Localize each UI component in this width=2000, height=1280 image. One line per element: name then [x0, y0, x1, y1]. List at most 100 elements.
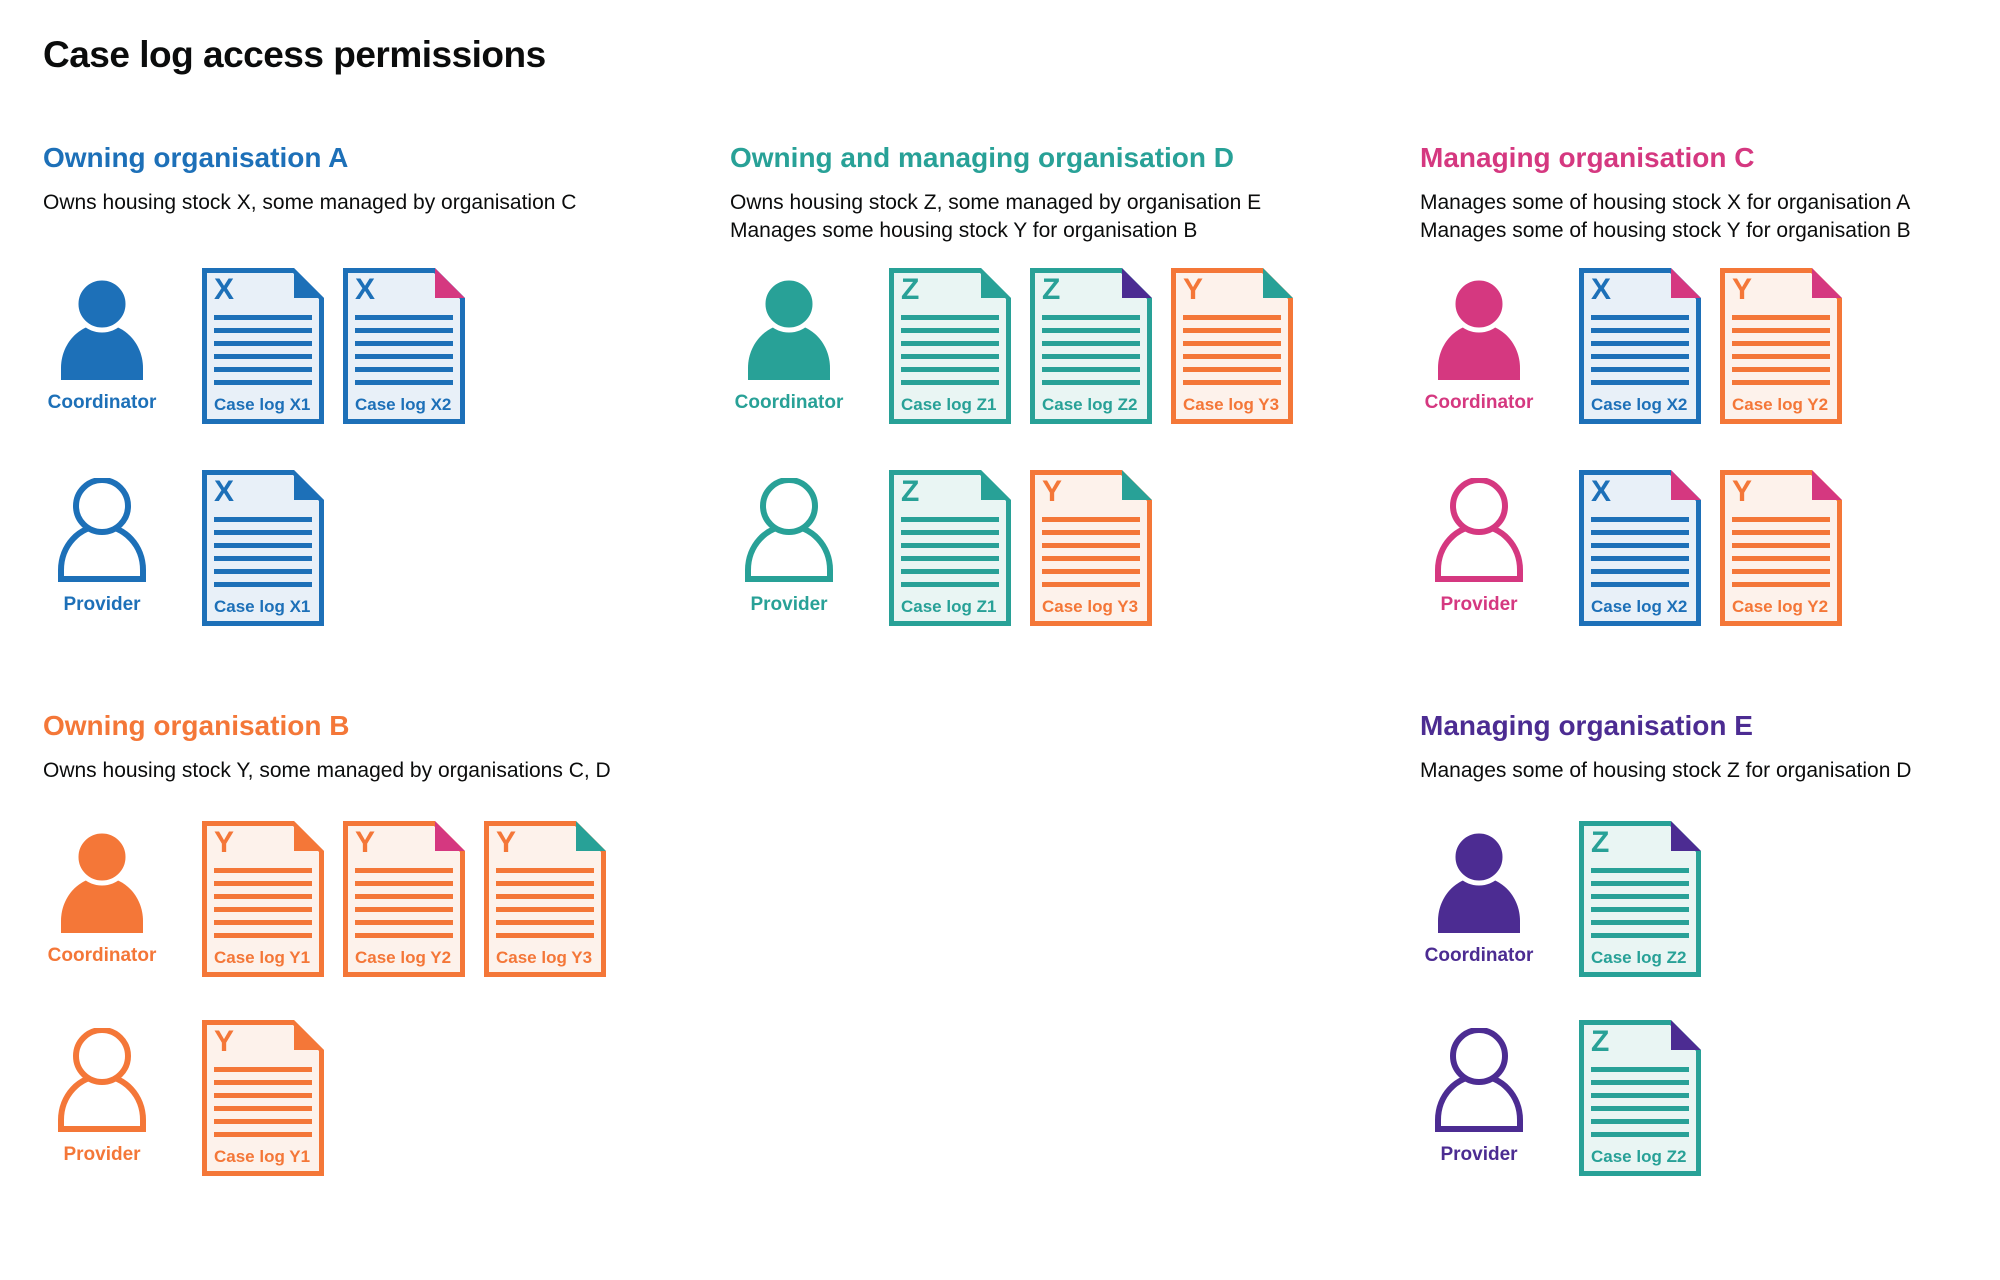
folded-corner-icon	[1671, 268, 1701, 298]
case-log-label: Case log Y1	[214, 948, 311, 967]
case-log-label: Case log X1	[214, 597, 311, 616]
case-log-document: Z Case log Z1	[889, 268, 1011, 424]
case-log-document: Y Case log Y1	[202, 1020, 324, 1176]
case-log-label: Case log Y3	[496, 948, 593, 967]
case-log-docs: Z Case log Z2	[1579, 821, 1701, 977]
role-label: Provider	[1440, 594, 1518, 615]
stock-letter: Y	[214, 1025, 235, 1058]
coordinator-row: Coordinator Y Case log Y1 Y Case log Y2	[43, 821, 663, 1031]
person-filled-icon	[1434, 829, 1524, 933]
case-log-document: Z Case log Z1	[889, 470, 1011, 626]
stock-letter: Y	[214, 826, 235, 859]
section-description: Manages some of housing stock X for orga…	[1420, 191, 1911, 242]
case-log-document: Y Case log Y3	[484, 821, 606, 977]
folded-corner-icon	[1122, 470, 1152, 500]
document-text-lines	[1042, 315, 1140, 393]
section-description: Manages some of housing stock Z for orga…	[1420, 759, 1912, 782]
provider-row: Provider Y Case log Y1	[43, 1020, 663, 1230]
folded-corner-icon	[294, 268, 324, 298]
document-text-lines	[214, 1067, 312, 1145]
case-log-label: Case log Z2	[1591, 1147, 1687, 1166]
document-text-lines	[214, 517, 312, 595]
provider-row: Provider Z Case log Z2	[1420, 1020, 2000, 1230]
provider-figure: Provider	[43, 1028, 161, 1166]
document-text-lines	[496, 868, 594, 946]
stock-letter: Z	[901, 475, 920, 508]
case-log-document: Y Case log Y3	[1030, 470, 1152, 626]
role-label: Coordinator	[47, 392, 157, 413]
case-log-label: Case log Y2	[1732, 597, 1829, 616]
case-log-document: Z Case log Z2	[1579, 1020, 1701, 1176]
case-log-document: Y Case log Y3	[1171, 268, 1293, 424]
case-log-document: Z Case log Z2	[1579, 821, 1701, 977]
provider-row: Provider X Case log X2 Y Case log Y2	[1420, 470, 2000, 680]
case-log-label: Case log Z2	[1591, 948, 1687, 967]
stock-letter: Z	[1591, 826, 1610, 859]
section-title: Owning organisation B	[43, 710, 350, 741]
coordinator-row: Coordinator Z Case log Z2	[1420, 821, 2000, 1031]
document-text-lines	[355, 315, 453, 393]
coordinator-figure: Coordinator	[730, 276, 848, 414]
person-outline-icon	[1434, 478, 1524, 582]
section-managing-organisation-c: Managing organisation C Manages some of …	[1420, 142, 2000, 245]
coordinator-figure: Coordinator	[43, 829, 161, 967]
person-outline-icon	[1434, 1028, 1524, 1132]
document-text-lines	[1042, 517, 1140, 595]
stock-letter: Z	[1591, 1025, 1610, 1058]
person-outline-icon	[57, 1028, 147, 1132]
document-text-lines	[1591, 868, 1689, 946]
case-log-document: Y Case log Y1	[202, 821, 324, 977]
person-filled-icon	[57, 829, 147, 933]
case-log-label: Case log Z2	[1042, 395, 1138, 414]
section-title: Managing organisation C	[1420, 142, 1755, 173]
person-outline-icon	[744, 478, 834, 582]
case-log-docs: Y Case log Y1	[202, 1020, 324, 1176]
stock-letter: X	[355, 273, 376, 306]
stock-letter: X	[214, 475, 235, 508]
stock-letter: Y	[496, 826, 517, 859]
folded-corner-icon	[1812, 470, 1842, 500]
case-log-docs: Z Case log Z1 Z Case log Z2 Y Case lo	[889, 268, 1293, 424]
case-log-document: X Case log X2	[1579, 470, 1701, 626]
stock-letter: Y	[1732, 475, 1753, 508]
folded-corner-icon	[435, 821, 465, 851]
case-log-label: Case log Y2	[1732, 395, 1829, 414]
case-log-label: Case log X1	[214, 395, 311, 414]
provider-row: Provider X Case log X1	[43, 470, 663, 680]
folded-corner-icon	[435, 268, 465, 298]
document-text-lines	[355, 868, 453, 946]
case-log-document: X Case log X2	[343, 268, 465, 424]
section-owning-organisation-a: Owning organisation A Owns housing stock…	[43, 142, 663, 217]
person-filled-icon	[1434, 276, 1524, 380]
provider-figure: Provider	[1420, 1028, 1538, 1166]
stock-letter: Y	[1183, 273, 1204, 306]
section-title: Managing organisation E	[1420, 710, 1753, 741]
case-log-label: Case log Y3	[1183, 395, 1280, 414]
folded-corner-icon	[1122, 268, 1152, 298]
provider-figure: Provider	[43, 478, 161, 616]
folded-corner-icon	[294, 1020, 324, 1050]
document-text-lines	[1591, 1067, 1689, 1145]
document-text-lines	[901, 315, 999, 393]
case-log-label: Case log Z1	[901, 395, 997, 414]
role-label: Provider	[1440, 1144, 1518, 1165]
section-owning-and-managing-organisation-d: Owning and managing organisation D Owns …	[730, 142, 1350, 245]
coordinator-row: Coordinator Z Case log Z1 Z Case log Z2	[730, 268, 1350, 478]
case-log-document: Z Case log Z2	[1030, 268, 1152, 424]
document-text-lines	[214, 868, 312, 946]
case-log-label: Case log Y1	[214, 1147, 311, 1166]
case-log-docs: X Case log X1	[202, 470, 324, 626]
role-label: Coordinator	[47, 945, 157, 966]
stock-letter: X	[214, 273, 235, 306]
case-log-docs: X Case log X1 X Case log X2	[202, 268, 465, 424]
document-text-lines	[1183, 315, 1281, 393]
case-log-docs: Y Case log Y1 Y Case log Y2 Y Case lo	[202, 821, 606, 977]
folded-corner-icon	[1671, 821, 1701, 851]
document-text-lines	[214, 315, 312, 393]
case-log-document: X Case log X2	[1579, 268, 1701, 424]
section-managing-organisation-e: Managing organisation E Manages some of …	[1420, 710, 2000, 785]
case-log-label: Case log X2	[1591, 597, 1688, 616]
stock-letter: Y	[1732, 273, 1753, 306]
person-filled-icon	[744, 276, 834, 380]
